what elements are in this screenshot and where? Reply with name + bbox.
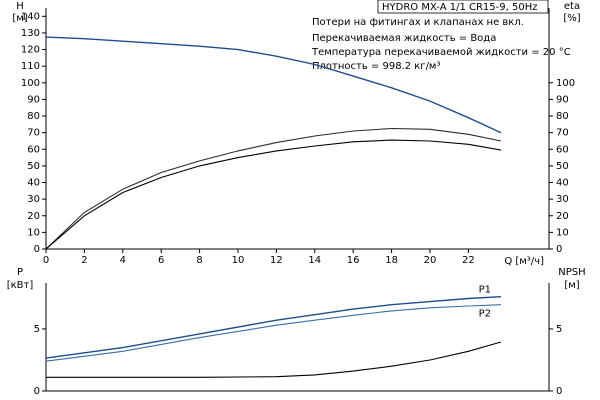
series-line bbox=[45, 139, 502, 250]
x-tick-label: 2 bbox=[81, 255, 87, 266]
x-tick-label: 4 bbox=[120, 255, 126, 266]
x-tick-label: 10 bbox=[232, 255, 245, 266]
y2-tick-label: 0 bbox=[556, 244, 562, 255]
y-tick-label: 50 bbox=[27, 161, 40, 172]
y-tick-label: 30 bbox=[27, 194, 40, 205]
series-line bbox=[45, 127, 502, 250]
title-box bbox=[377, 0, 549, 14]
y2-unit: [%] bbox=[563, 13, 580, 24]
y2-tick-label: 60 bbox=[556, 144, 569, 155]
x-label: Q [м³/ч] bbox=[504, 256, 544, 267]
y2-tick-label: 0 bbox=[556, 386, 562, 397]
y2-tick-label: 10 bbox=[556, 227, 569, 238]
y2-tick-label: 90 bbox=[556, 94, 569, 105]
x-tick-label: 18 bbox=[385, 255, 398, 266]
y-tick-label: 120 bbox=[21, 45, 40, 56]
x-tick-label: 16 bbox=[347, 255, 360, 266]
x-tick-label: 20 bbox=[424, 255, 437, 266]
x-tick-label: 0 bbox=[43, 255, 49, 266]
y-unit: [кВт] bbox=[7, 280, 34, 291]
y2-label: eta bbox=[564, 1, 580, 12]
x-tick-label: 12 bbox=[270, 255, 283, 266]
y2-label: NPSH bbox=[558, 267, 585, 278]
y-tick-label: 40 bbox=[27, 178, 40, 189]
annotation: Перекачиваемая жидкость = Вода bbox=[312, 33, 496, 44]
y-tick-label: 110 bbox=[21, 61, 40, 72]
y2-tick-label: 20 bbox=[556, 211, 569, 222]
y2-tick-label: 80 bbox=[556, 111, 569, 122]
y-unit: [м] bbox=[12, 13, 27, 24]
series-line bbox=[46, 341, 502, 378]
series-line bbox=[45, 296, 502, 359]
x-tick-label: 8 bbox=[196, 255, 202, 266]
chart-title: HYDRO MX-A 1/1 CR15-9, 50Hz bbox=[382, 2, 537, 13]
x-tick-label: 22 bbox=[462, 255, 475, 266]
series-name: P1 bbox=[479, 285, 491, 296]
y-tick-label: 130 bbox=[21, 28, 40, 39]
y-label: H bbox=[16, 1, 24, 12]
y-tick-label: 100 bbox=[21, 78, 40, 89]
y2-tick-label: 40 bbox=[556, 178, 569, 189]
y-tick-label: 80 bbox=[27, 111, 40, 122]
y2-tick-label: 70 bbox=[556, 128, 569, 139]
x-tick-label: 14 bbox=[308, 255, 321, 266]
y-tick-label: 90 bbox=[27, 94, 40, 105]
annotation: Температура перекачиваемой жидкости = 20… bbox=[311, 47, 571, 58]
y2-tick-label: 100 bbox=[556, 78, 575, 89]
annotation: Плотность = 998.2 кг/м³ bbox=[312, 61, 441, 72]
annotation: Потери на фитингах и клапанах не вкл. bbox=[312, 17, 524, 28]
y-tick-label: 60 bbox=[27, 144, 40, 155]
y-tick-label: 0 bbox=[34, 244, 40, 255]
y-tick-label: 0 bbox=[34, 386, 40, 397]
y2-tick-label: 5 bbox=[556, 324, 562, 335]
y-tick-label: 70 bbox=[27, 128, 40, 139]
y2-unit: [м] bbox=[564, 280, 579, 291]
x-tick-label: 6 bbox=[158, 255, 164, 266]
y2-tick-label: 50 bbox=[556, 161, 569, 172]
y-tick-label: 20 bbox=[27, 211, 40, 222]
y-tick-label: 10 bbox=[27, 227, 40, 238]
y2-tick-label: 30 bbox=[556, 194, 569, 205]
series-line bbox=[45, 36, 502, 134]
series-line bbox=[45, 304, 502, 362]
y-tick-label: 140 bbox=[21, 11, 40, 22]
y-tick-label: 5 bbox=[34, 324, 40, 335]
series-name: P2 bbox=[479, 309, 491, 320]
y-label: P bbox=[17, 267, 23, 278]
